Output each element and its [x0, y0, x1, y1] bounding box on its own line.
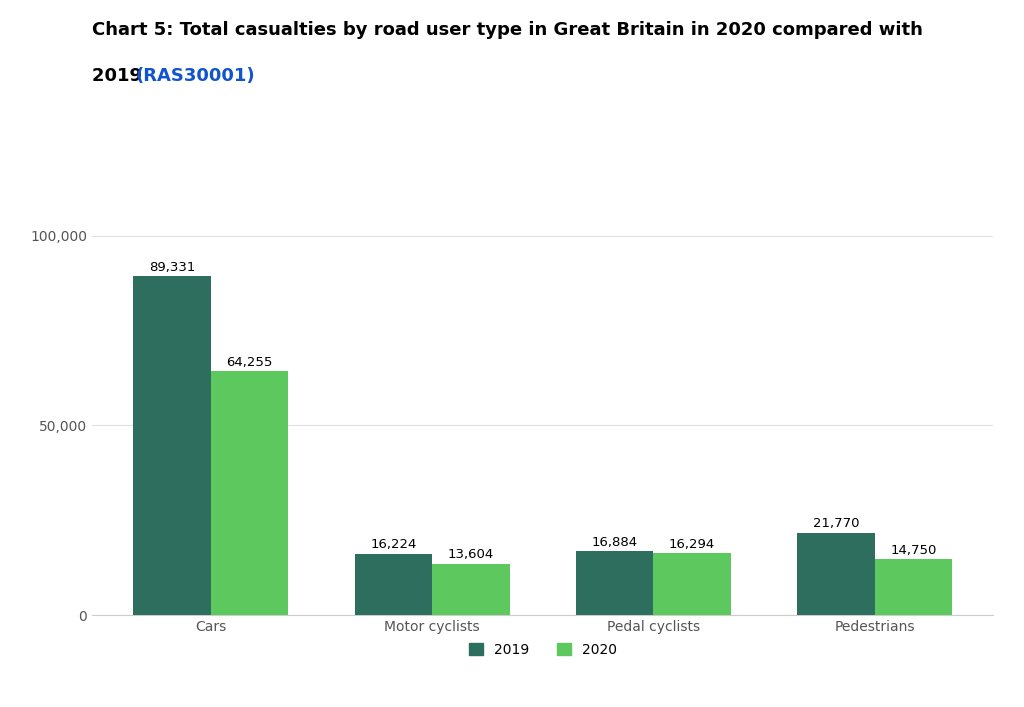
- Text: 13,604: 13,604: [447, 548, 494, 561]
- Text: 2019: 2019: [92, 67, 148, 85]
- Bar: [133, 276, 211, 615]
- Text: 21,770: 21,770: [813, 518, 859, 530]
- Text: 14,750: 14,750: [891, 544, 937, 557]
- Bar: [798, 532, 874, 615]
- Bar: [575, 551, 653, 615]
- Text: 16,294: 16,294: [669, 538, 716, 551]
- Bar: [653, 554, 731, 615]
- Legend: 2019, 2020: 2019, 2020: [463, 637, 623, 662]
- Bar: [432, 563, 510, 615]
- Bar: [211, 371, 288, 615]
- Text: 16,884: 16,884: [592, 536, 638, 549]
- Text: (RAS30001): (RAS30001): [135, 67, 255, 85]
- Text: 89,331: 89,331: [148, 261, 195, 274]
- Text: 64,255: 64,255: [226, 356, 272, 369]
- Text: Chart 5: Total casualties by road user type in Great Britain in 2020 compared wi: Chart 5: Total casualties by road user t…: [92, 21, 923, 39]
- Bar: [874, 559, 952, 615]
- Bar: [354, 554, 432, 615]
- Text: 16,224: 16,224: [370, 538, 417, 551]
